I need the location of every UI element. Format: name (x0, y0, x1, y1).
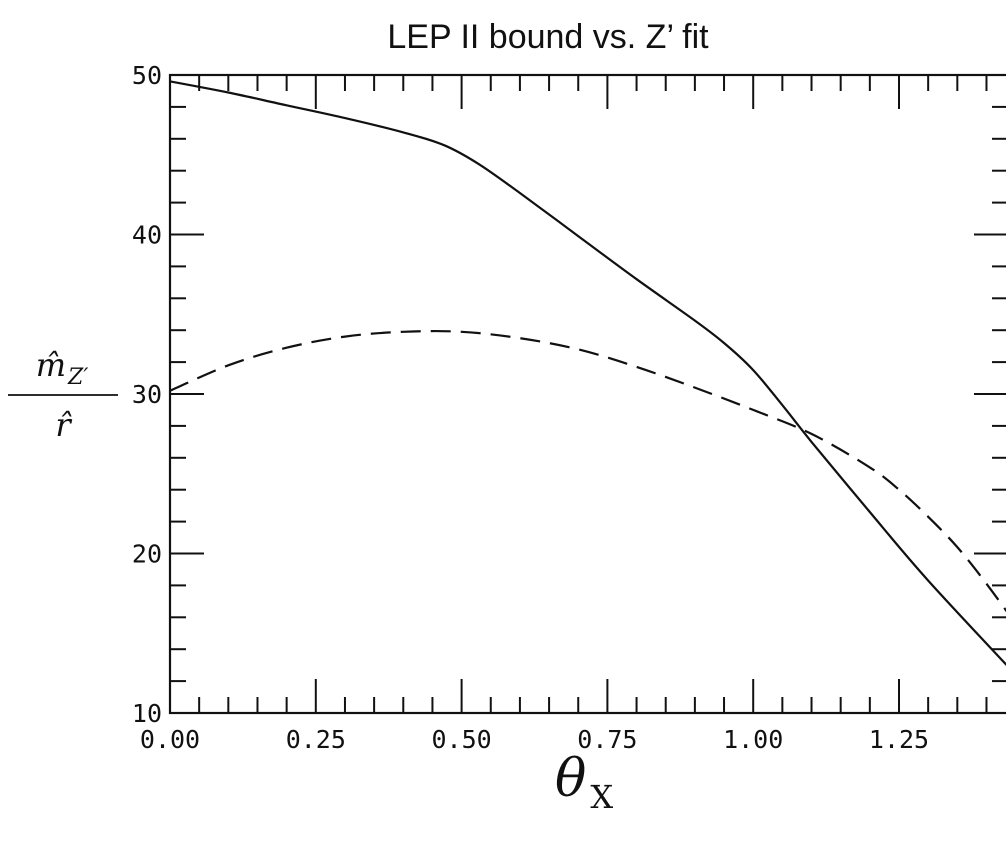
y-tick-label: 30 (132, 380, 162, 409)
y-tick-label: 10 (132, 699, 162, 728)
x-tick-label: 0.75 (577, 725, 637, 754)
x-tick-label: 0.25 (286, 725, 346, 754)
x-axis-label-sub: X (590, 778, 613, 816)
y-axis-label: m̂Z′ r̂ (8, 346, 118, 444)
y-tick-label: 40 (132, 221, 162, 250)
x-tick-label: 0.50 (431, 725, 491, 754)
series-group (169, 80, 1006, 667)
series-dashed-line (169, 329, 1006, 613)
x-tick-label: 1.00 (723, 725, 783, 754)
y-tick-label: 50 (132, 61, 162, 90)
y-axis-label-numerator-sub: Z′ (67, 365, 88, 390)
y-axis-label-numerator: m̂Z′ (36, 346, 89, 390)
axis-ticks (169, 74, 1006, 714)
y-axis-label-denominator: r̂ (55, 406, 72, 444)
x-tick-label: 1.25 (869, 725, 929, 754)
y-tick-label: 20 (132, 540, 162, 569)
y-axis-label-numerator-main: m̂ (36, 346, 66, 384)
plot-frame (168, 73, 1006, 715)
series-solid-line (169, 80, 1006, 667)
x-tick-label: 0.00 (140, 725, 200, 754)
y-tick-labels: 10 20 30 40 50 (132, 61, 162, 728)
chart-title: LEP II bound vs. Z’ fit (387, 18, 709, 56)
x-axis-label-main: θ (555, 749, 586, 809)
x-tick-labels: 0.00 0.25 0.50 0.75 1.00 1.25 (140, 725, 929, 754)
